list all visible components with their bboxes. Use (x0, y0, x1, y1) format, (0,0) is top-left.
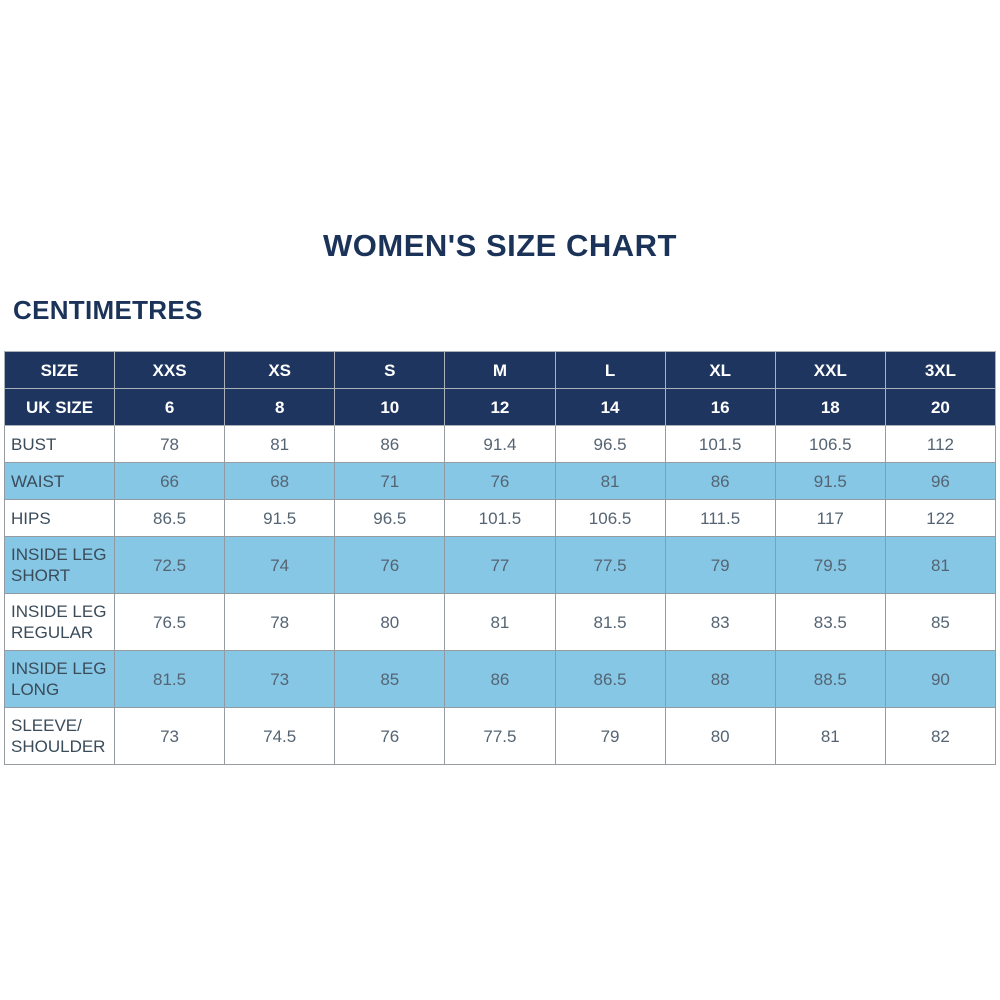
size-value-cell: 68 (224, 462, 336, 500)
size-value-cell: 86.5 (554, 650, 666, 708)
size-value-cell: 91.5 (224, 499, 336, 537)
size-value-cell: 76 (334, 707, 446, 765)
size-value-cell: 79 (554, 707, 666, 765)
page-title: WOMEN'S SIZE CHART (323, 228, 677, 263)
size-header-cell: XXS (113, 351, 226, 389)
uk-size-header-cell: 10 (334, 388, 446, 426)
measurement-row: WAIST 66 68 71 76 81 86 91.5 96 (4, 462, 997, 500)
size-value-cell: 96.5 (554, 425, 666, 463)
size-value-cell: 78 (224, 593, 336, 651)
size-chart-table: SIZE XXS XS S M L XL XXL 3XL UK SIZE 6 8… (4, 351, 997, 765)
size-value-cell: 79.5 (774, 536, 886, 594)
uk-size-header-cell: 8 (224, 388, 336, 426)
table-body: BUST 78 81 86 91.4 96.5 101.5 106.5 112 WAIST 6… (4, 425, 997, 765)
row-label: BUST (4, 425, 115, 463)
size-value-cell: 83 (664, 593, 776, 651)
size-value-cell: 86 (334, 425, 446, 463)
size-value-cell: 81 (774, 707, 886, 765)
size-value-cell: 88.5 (774, 650, 886, 708)
units-subtitle: CENTIMETRES (13, 295, 203, 325)
size-value-cell: 80 (664, 707, 776, 765)
uk-size-header-cell: 18 (774, 388, 886, 426)
size-value-cell: 90 (884, 650, 997, 708)
size-value-cell: 81.5 (113, 650, 226, 708)
size-header-cell: M (444, 351, 556, 389)
measurement-row: BUST 78 81 86 91.4 96.5 101.5 106.5 112 (4, 425, 997, 463)
size-value-cell: 72.5 (113, 536, 226, 594)
uk-size-header-cell: 20 (884, 388, 997, 426)
uk-size-header-cell: 6 (113, 388, 226, 426)
size-value-cell: 117 (774, 499, 886, 537)
measurement-row: INSIDE LEG REGULAR 76.5 78 80 81 81.5 83 83.5 8… (4, 593, 997, 651)
size-header-row: SIZE XXS XS S M L XL XXL 3XL (4, 351, 997, 389)
row-label: SLEEVE/ SHOULDER (4, 707, 115, 765)
size-value-cell: 71 (334, 462, 446, 500)
size-value-cell: 96 (884, 462, 997, 500)
size-value-cell: 81 (224, 425, 336, 463)
size-value-cell: 88 (664, 650, 776, 708)
size-header-cell: 3XL (884, 351, 997, 389)
size-value-cell: 66 (113, 462, 226, 500)
measurement-row: INSIDE LEG LONG 81.5 73 85 86 86.5 88 88.5 90 (4, 650, 997, 708)
size-value-cell: 86 (444, 650, 556, 708)
row-label: HIPS (4, 499, 115, 537)
size-value-cell: 73 (113, 707, 226, 765)
size-value-cell: 122 (884, 499, 997, 537)
size-value-cell: 91.4 (444, 425, 556, 463)
size-value-cell: 82 (884, 707, 997, 765)
size-header-cell: XS (224, 351, 336, 389)
size-value-cell: 81 (554, 462, 666, 500)
size-value-cell: 74.5 (224, 707, 336, 765)
size-value-cell: 83.5 (774, 593, 886, 651)
size-value-cell: 77 (444, 536, 556, 594)
row-label: INSIDE LEG SHORT (4, 536, 115, 594)
size-value-cell: 106.5 (554, 499, 666, 537)
size-value-cell: 77.5 (554, 536, 666, 594)
size-value-cell: 106.5 (774, 425, 886, 463)
uk-size-header-cell: 16 (664, 388, 776, 426)
measurement-row: HIPS 86.5 91.5 96.5 101.5 106.5 111.5 117 122 (4, 499, 997, 537)
size-value-cell: 85 (884, 593, 997, 651)
size-value-cell: 81 (884, 536, 997, 594)
size-value-cell: 101.5 (444, 499, 556, 537)
size-value-cell: 96.5 (334, 499, 446, 537)
table-header: SIZE XXS XS S M L XL XXL 3XL UK SIZE 6 8… (4, 351, 997, 426)
uk-size-header-cell: 12 (444, 388, 556, 426)
size-value-cell: 77.5 (444, 707, 556, 765)
size-value-cell: 112 (884, 425, 997, 463)
measurement-row: INSIDE LEG SHORT 72.5 74 76 77 77.5 79 79.5 81 (4, 536, 997, 594)
uk-size-header-label: UK SIZE (4, 388, 115, 426)
size-value-cell: 111.5 (664, 499, 776, 537)
size-value-cell: 79 (664, 536, 776, 594)
size-value-cell: 74 (224, 536, 336, 594)
size-value-cell: 80 (334, 593, 446, 651)
size-value-cell: 73 (224, 650, 336, 708)
size-header-cell: S (334, 351, 446, 389)
size-value-cell: 76 (334, 536, 446, 594)
row-label: WAIST (4, 462, 115, 500)
size-value-cell: 85 (334, 650, 446, 708)
size-value-cell: 101.5 (664, 425, 776, 463)
size-value-cell: 86.5 (113, 499, 226, 537)
uk-size-header-row: UK SIZE 6 8 10 12 14 16 18 20 (4, 388, 997, 426)
size-value-cell: 91.5 (774, 462, 886, 500)
size-header-label: SIZE (4, 351, 115, 389)
size-value-cell: 78 (113, 425, 226, 463)
measurement-row: SLEEVE/ SHOULDER 73 74.5 76 77.5 79 80 81 82 (4, 707, 997, 765)
size-value-cell: 76 (444, 462, 556, 500)
size-value-cell: 81.5 (554, 593, 666, 651)
size-header-cell: XL (664, 351, 776, 389)
size-value-cell: 86 (664, 462, 776, 500)
row-label: INSIDE LEG REGULAR (4, 593, 115, 651)
size-value-cell: 81 (444, 593, 556, 651)
uk-size-header-cell: 14 (554, 388, 666, 426)
size-value-cell: 76.5 (113, 593, 226, 651)
row-label: INSIDE LEG LONG (4, 650, 115, 708)
size-header-cell: L (554, 351, 666, 389)
size-header-cell: XXL (774, 351, 886, 389)
